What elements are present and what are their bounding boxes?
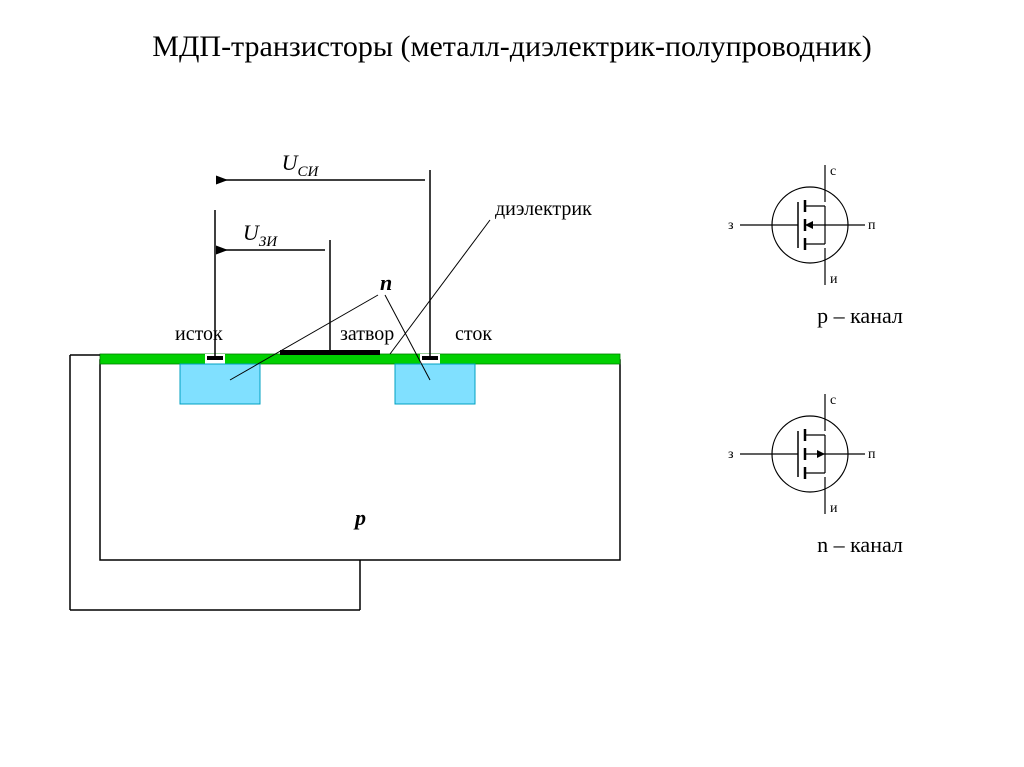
n-channel-symbol: с и п з n – канал (720, 389, 1000, 558)
p-drain-label: с (830, 164, 836, 179)
drain-label: сток (455, 323, 492, 345)
svg-text:UЗИ: UЗИ (243, 220, 278, 250)
n-region-label: n (380, 270, 392, 295)
schematic-symbols: с и п з p – канал с (720, 160, 1000, 640)
dielectric-label: диэлектрик (495, 198, 592, 220)
gate-label: затвор (340, 323, 394, 345)
n-drain-label: с (830, 393, 836, 408)
n-bulk-label: п (868, 447, 876, 462)
source-label: исток (175, 323, 223, 345)
u-zi-sub: ЗИ (259, 234, 278, 250)
n-channel-caption: n – канал (720, 532, 1000, 558)
p-source-label: и (830, 272, 838, 287)
svg-text:UСИ: UСИ (282, 150, 320, 180)
p-bulk-label: п (868, 218, 876, 233)
p-gate-label: з (728, 218, 734, 233)
u-si-sub: СИ (298, 164, 320, 180)
p-region-label: p (353, 505, 366, 530)
n-source-label: и (830, 501, 838, 516)
n-gate-label: з (728, 447, 734, 462)
p-channel-symbol: с и п з p – канал (720, 160, 1000, 329)
p-channel-caption: p – канал (720, 303, 1000, 329)
cross-section-diagram: UСИ UЗИ диэлектрик n исток затвор сток p (60, 140, 680, 660)
page-title: МДП-транзисторы (металл-диэлектрик-полуп… (0, 30, 1024, 64)
